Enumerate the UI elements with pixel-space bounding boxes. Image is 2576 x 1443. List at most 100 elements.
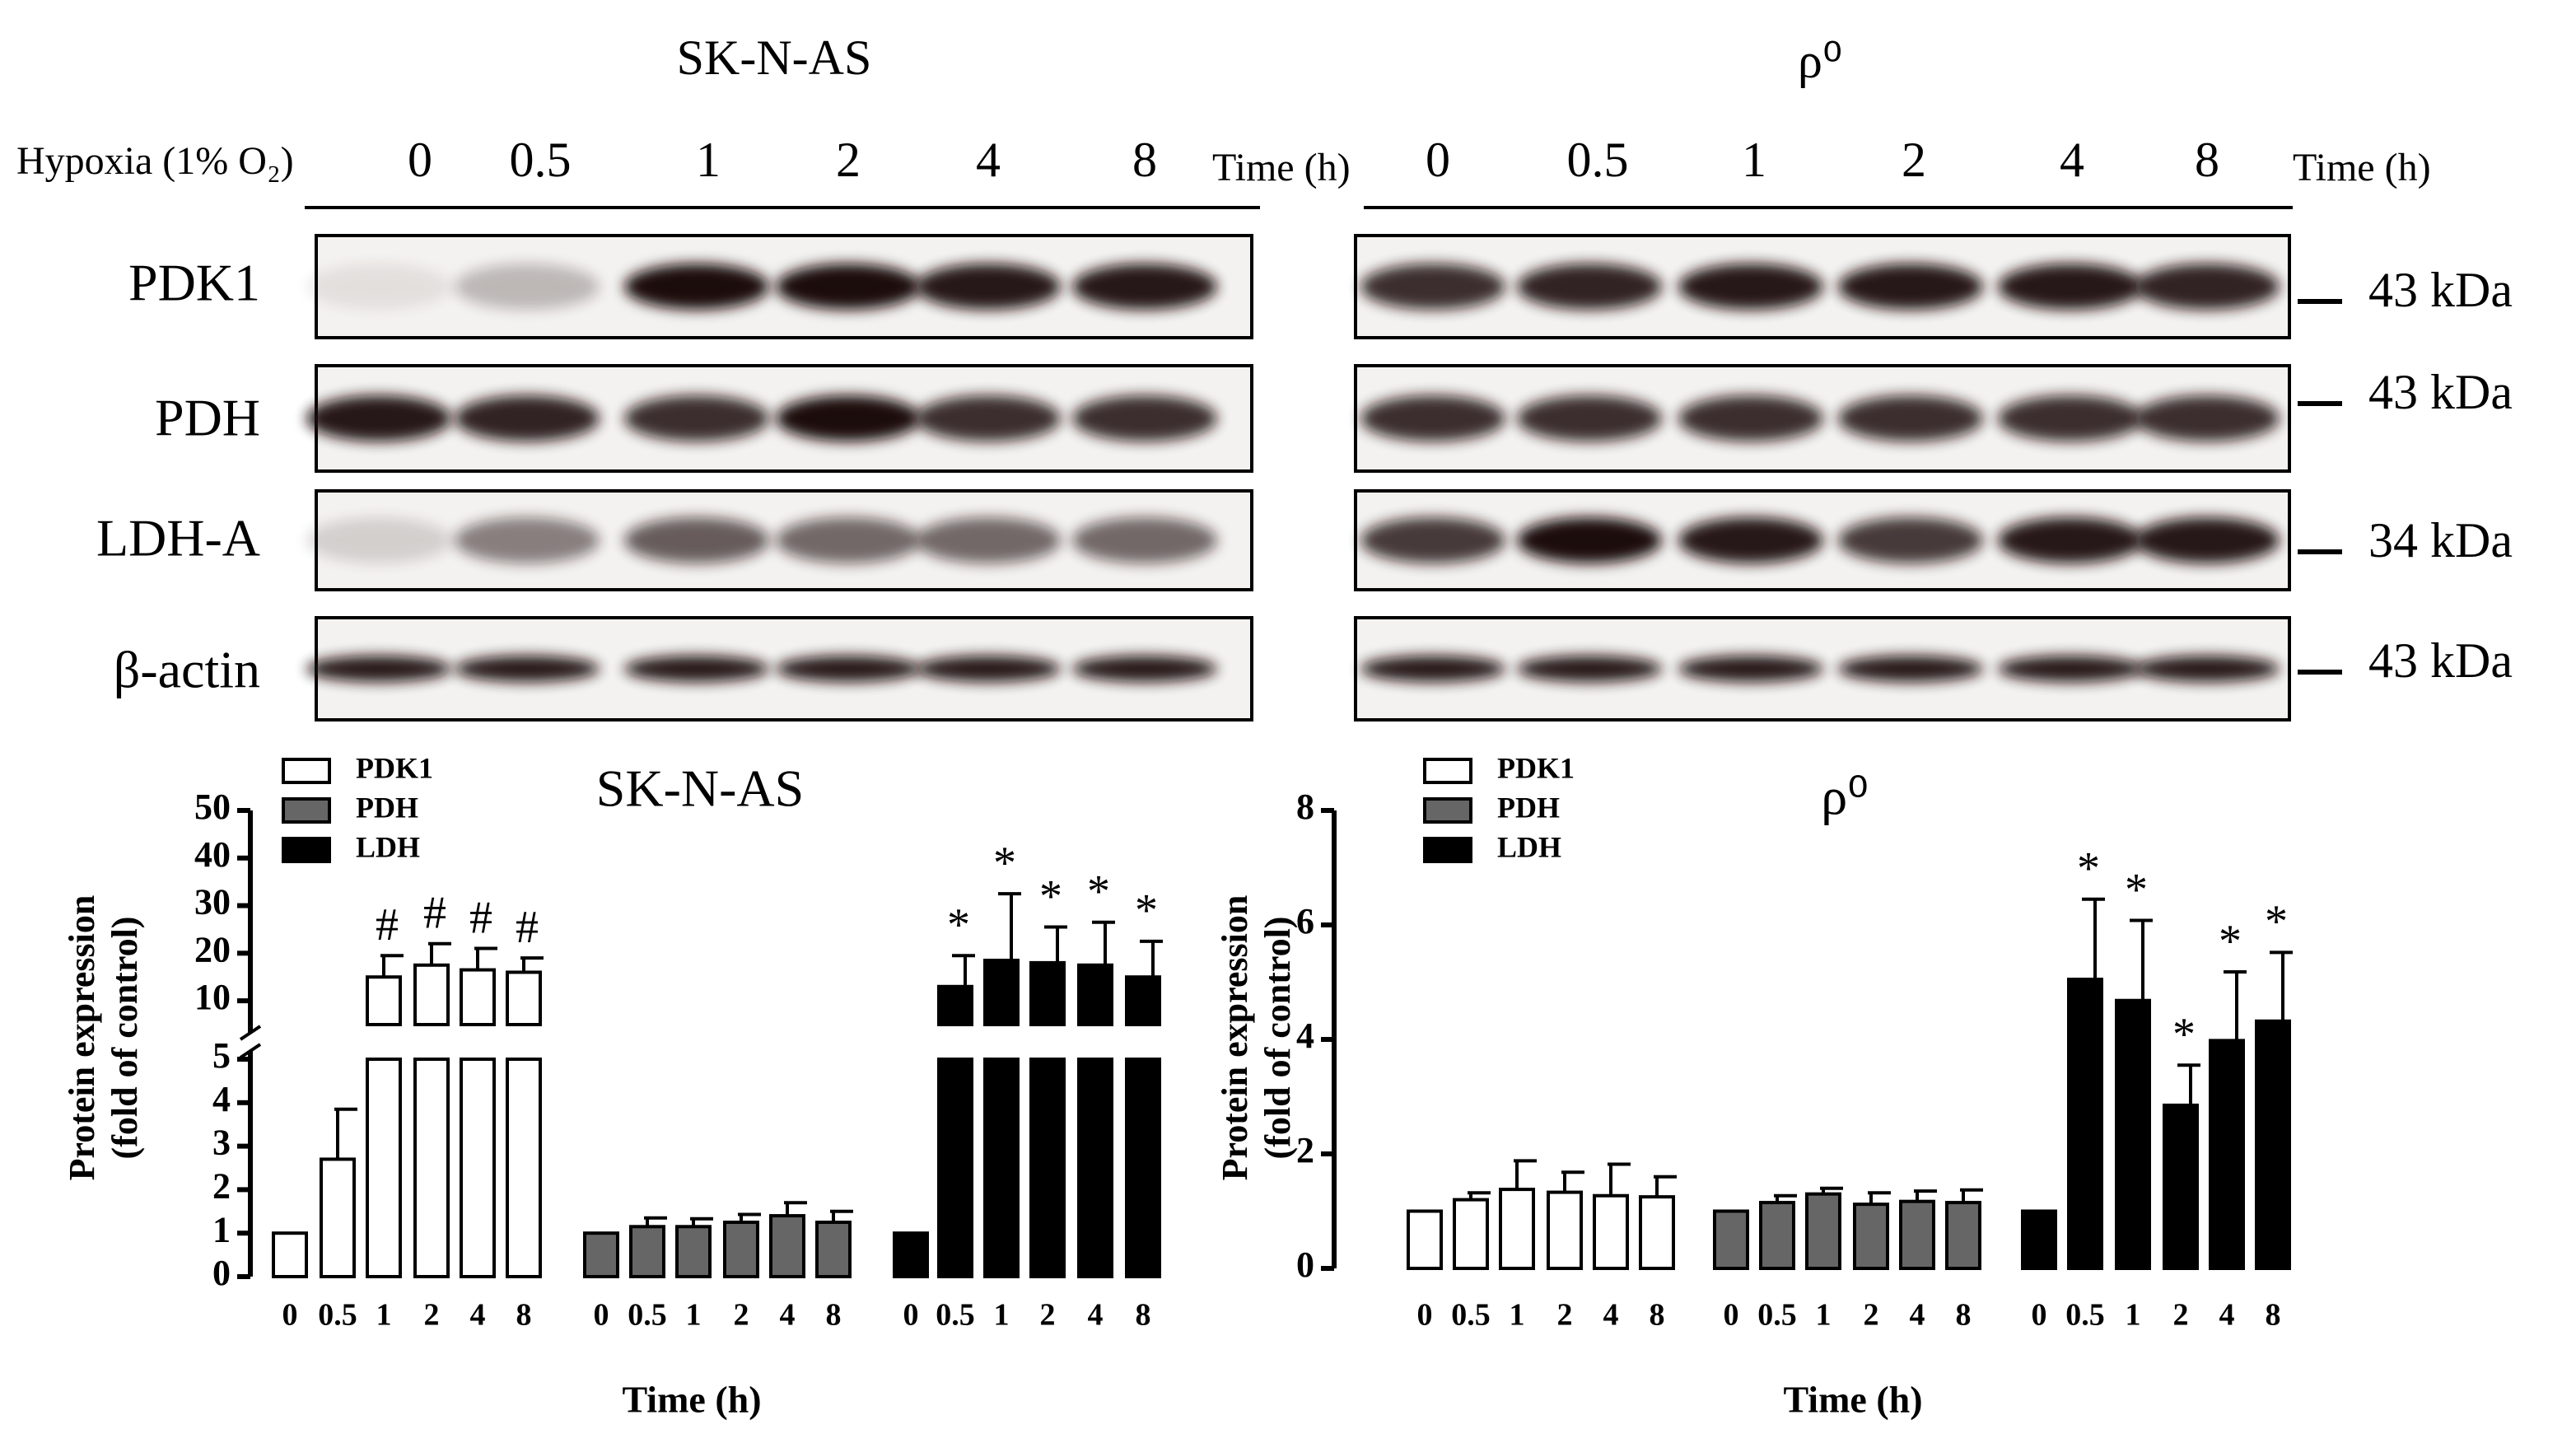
blot-band xyxy=(1998,517,2143,563)
bar xyxy=(675,1225,712,1279)
bar xyxy=(2021,1209,2057,1270)
x-tick-label: 1 xyxy=(2126,1298,2141,1333)
chart-title: SK-N-AS xyxy=(596,759,804,818)
blot-band xyxy=(455,264,600,310)
y-tick-label: 10 xyxy=(194,977,231,1017)
time-label: Time (h) xyxy=(2293,146,2431,189)
bar xyxy=(506,1058,542,1278)
significance-marker: * xyxy=(2265,896,2288,947)
blot-band xyxy=(1360,656,1505,682)
lane-label: 0 xyxy=(408,133,432,187)
legend-label: PDH xyxy=(1497,791,1560,824)
time-label: Time (h) xyxy=(1212,146,1351,189)
x-tick-label: 1 xyxy=(376,1298,392,1333)
x-tick-label: 1 xyxy=(1510,1298,1525,1333)
blot-band xyxy=(306,656,451,682)
axis-break xyxy=(239,1043,262,1059)
x-tick-label: 2 xyxy=(2173,1298,2189,1333)
x-tick-label: 0 xyxy=(282,1298,298,1333)
y-axis-label-line: Protein expression xyxy=(62,895,102,1181)
lane-label: 1 xyxy=(1742,133,1766,187)
blot-band xyxy=(1838,395,1983,441)
significance-marker: # xyxy=(423,888,446,939)
blot-band xyxy=(1838,517,1983,563)
bar-upper xyxy=(506,970,542,1027)
bar xyxy=(2115,998,2151,1270)
blot-band xyxy=(1678,517,1823,563)
legend-label: PDK1 xyxy=(356,751,433,784)
legend-swatch xyxy=(282,837,331,863)
blot-band xyxy=(1360,264,1505,310)
bar xyxy=(723,1221,759,1278)
blot-band xyxy=(2135,517,2280,563)
blot-band xyxy=(1517,656,1662,682)
x-tick-label: 0 xyxy=(1724,1298,1739,1333)
bar xyxy=(1899,1199,1935,1271)
y-tick-label: 5 xyxy=(212,1035,231,1076)
significance-marker: * xyxy=(2219,916,2242,967)
blot-band xyxy=(1998,264,2143,310)
blot-title: ρ⁰ xyxy=(1798,34,1842,88)
bar xyxy=(366,1058,402,1278)
blot-band xyxy=(1072,656,1217,682)
bar xyxy=(1639,1195,1675,1270)
blot-band xyxy=(2135,395,2280,441)
blot-band xyxy=(624,264,769,310)
legend-swatch xyxy=(282,797,331,824)
x-tick-label: 4 xyxy=(470,1298,486,1333)
bar xyxy=(1125,1058,1161,1278)
blot-band xyxy=(1678,656,1823,682)
x-tick-label: 2 xyxy=(1040,1298,1056,1333)
significance-marker: * xyxy=(947,899,970,950)
lane-label: 2 xyxy=(836,133,861,187)
lane-label: 0 xyxy=(1426,133,1450,187)
y-axis-label: Protein expression (fold of control) xyxy=(62,895,145,1181)
bar xyxy=(413,1058,450,1278)
x-tick-label: 2 xyxy=(1864,1298,1879,1333)
condition-label: Hypoxia (1% O₂) xyxy=(16,139,294,183)
significance-marker: * xyxy=(2125,864,2148,915)
size-label: 43 kDa xyxy=(2368,633,2513,688)
blot-band xyxy=(1360,517,1505,563)
y-tick-label: 4 xyxy=(212,1079,231,1119)
x-tick-label: 2 xyxy=(424,1298,440,1333)
significance-marker: # xyxy=(516,902,539,953)
x-tick-label: 0.5 xyxy=(318,1298,357,1333)
significance-marker: * xyxy=(993,838,1016,889)
x-tick-label: 4 xyxy=(2219,1298,2235,1333)
legend-label: PDH xyxy=(356,791,418,824)
size-label: 43 kDa xyxy=(2368,263,2513,317)
x-tick-label: 0.5 xyxy=(1451,1298,1491,1333)
bar xyxy=(272,1231,308,1278)
bar xyxy=(583,1231,619,1278)
x-tick-label: 8 xyxy=(1956,1298,1972,1333)
x-tick-label: 1 xyxy=(686,1298,702,1333)
significance-marker: * xyxy=(2077,843,2100,894)
x-tick-label: 0.5 xyxy=(2065,1298,2105,1333)
x-tick-label: 8 xyxy=(1650,1298,1665,1333)
blot-band xyxy=(455,395,600,441)
x-axis-label: Time (h) xyxy=(1783,1379,1922,1421)
lane-label: 2 xyxy=(1902,133,1926,187)
x-tick-label: 0.5 xyxy=(936,1298,975,1333)
lane-label: 1 xyxy=(696,133,721,187)
legend-label: LDH xyxy=(1497,830,1561,863)
x-tick-label: 4 xyxy=(1910,1298,1925,1333)
size-label: 34 kDa xyxy=(2368,513,2513,567)
x-axis-label: Time (h) xyxy=(622,1379,761,1421)
blot-title: SK-N-AS xyxy=(677,30,872,85)
protein-label: PDK1 xyxy=(128,254,260,312)
bar-upper xyxy=(366,975,402,1026)
y-tick-label: 8 xyxy=(1296,787,1314,827)
blot-band xyxy=(455,656,600,682)
y-tick-label: 4 xyxy=(1296,1016,1314,1056)
blot-band xyxy=(1360,395,1505,441)
x-tick-label: 0 xyxy=(2032,1298,2047,1333)
x-tick-label: 4 xyxy=(1088,1298,1104,1333)
bar xyxy=(1077,1058,1113,1278)
significance-marker: * xyxy=(2172,1009,2196,1060)
bar xyxy=(1853,1202,1889,1271)
lane-label: 4 xyxy=(2060,133,2084,187)
protein-label: PDH xyxy=(155,389,260,447)
blot-band xyxy=(1838,264,1983,310)
